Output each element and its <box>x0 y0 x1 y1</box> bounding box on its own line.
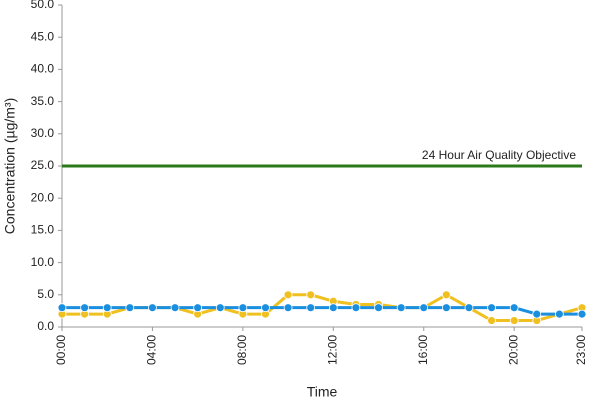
data-point <box>328 303 338 313</box>
x-tick-label: 08:00 <box>235 335 249 365</box>
x-tick-label: 20:00 <box>506 335 520 365</box>
y-tick-label: 50.0 <box>31 0 55 11</box>
data-point <box>419 303 429 313</box>
data-point <box>532 309 542 319</box>
data-point <box>170 303 180 313</box>
x-tick-label: 12:00 <box>325 335 339 365</box>
data-point <box>261 303 270 313</box>
series-line <box>62 306 582 316</box>
y-axis-label: Concentration (µg/m³) <box>2 98 18 234</box>
data-point <box>351 303 361 313</box>
y-tick-label: 40.0 <box>31 62 55 76</box>
data-point <box>554 309 564 319</box>
y-tick-label: 10.0 <box>31 255 55 269</box>
x-tick-label: 00:00 <box>54 335 68 365</box>
y-tick-label: 20.0 <box>31 190 55 204</box>
data-point <box>577 309 587 319</box>
data-point <box>306 290 316 300</box>
x-tick-label: 04:00 <box>145 335 159 365</box>
data-point <box>464 303 474 313</box>
y-tick-label: 0.0 <box>37 319 54 333</box>
data-point <box>487 316 496 325</box>
y-tick-label: 35.0 <box>31 94 55 108</box>
data-point <box>487 303 496 313</box>
x-tick-label: 23:00 <box>574 335 588 365</box>
series-annotation: 24 Hour Air Quality Objective <box>422 148 576 162</box>
data-point <box>396 303 406 313</box>
data-point <box>509 303 519 313</box>
data-point <box>57 303 67 313</box>
data-point <box>215 303 225 313</box>
data-point <box>283 290 293 300</box>
y-tick-label: 30.0 <box>31 126 55 140</box>
data-point <box>283 303 293 313</box>
x-axis-label: Time <box>307 384 338 400</box>
data-point <box>238 303 248 313</box>
data-point <box>148 303 157 313</box>
data-point <box>102 303 112 313</box>
data-point <box>80 303 90 313</box>
data-point <box>193 303 203 313</box>
y-tick-label: 15.0 <box>31 223 55 237</box>
data-point <box>441 290 451 300</box>
data-point <box>306 303 316 313</box>
y-tick-label: 5.0 <box>37 287 54 301</box>
y-tick-label: 25.0 <box>31 158 55 172</box>
data-point <box>441 303 451 313</box>
x-tick-label: 16:00 <box>416 335 430 365</box>
data-point <box>374 303 383 313</box>
data-point <box>125 303 135 313</box>
y-tick-label: 45.0 <box>31 29 55 43</box>
data-point <box>509 316 519 325</box>
